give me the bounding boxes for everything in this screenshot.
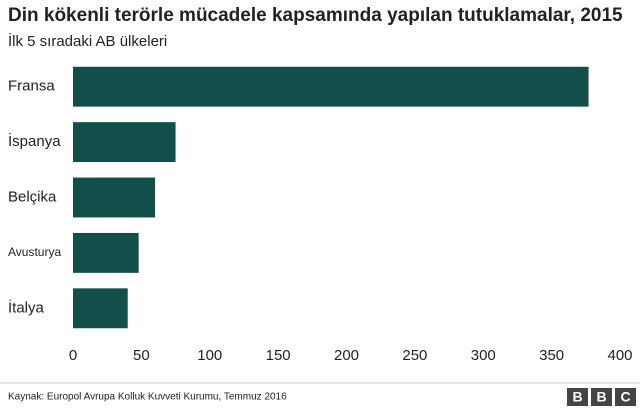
logo-box	[591, 388, 612, 406]
chart-subtitle: İlk 5 sıradaki AB ülkeleri	[8, 32, 167, 50]
x-tick-label: 350	[539, 347, 564, 364]
x-tick-label: 150	[266, 347, 291, 364]
x-tick-label: 100	[197, 347, 222, 364]
y-tick-label: İtalya	[8, 298, 45, 316]
y-tick-label: Belçika	[8, 188, 57, 205]
source: Kaynak: Europol Avrupa Kolluk Kuvveti Ku…	[8, 392, 287, 403]
y-tick-label: Fransa	[8, 78, 55, 95]
bar	[73, 288, 128, 329]
x-tick-label: 50	[133, 347, 150, 364]
x-tick-label: 0	[69, 347, 77, 364]
bar	[73, 177, 156, 218]
x-tick-label: 300	[471, 347, 496, 364]
logo-letter: B	[596, 389, 606, 405]
chart-title: Din kökenli terörle mücadele kapsamında …	[8, 5, 623, 26]
bar	[73, 232, 139, 273]
y-tick-label: Avusturya	[8, 245, 61, 259]
logo-box	[567, 388, 588, 406]
y-tick-label: İspanya	[8, 132, 61, 150]
bar	[73, 66, 589, 107]
logo-letter: C	[620, 389, 630, 405]
bar	[73, 122, 176, 163]
logo-letter: B	[572, 389, 582, 405]
logo-box	[615, 388, 636, 406]
x-tick-label: 250	[402, 347, 427, 364]
x-tick-label: 200	[334, 347, 359, 364]
x-tick-label: 400	[607, 347, 632, 364]
